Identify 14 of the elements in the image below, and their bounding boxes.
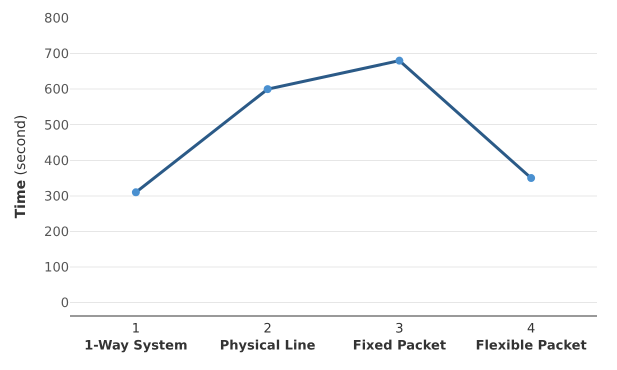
y-axis-title: Time (second) [12, 114, 29, 218]
y-tick-label: 500 [44, 118, 69, 134]
y-tick-label: 700 [44, 47, 69, 62]
x-tick-label: 3 Fixed Packet [352, 322, 446, 354]
y-tick-label: 400 [44, 154, 69, 169]
y-tick-label: 200 [44, 224, 69, 240]
y-tick-label: 0 [60, 296, 69, 312]
y-tick-label: 100 [44, 260, 69, 276]
y-tick-label: 300 [44, 189, 69, 204]
x-tick-label: 4 Flexible Packet [476, 322, 587, 354]
x-tick-label: 1 1-Way System [84, 322, 188, 354]
y-tick-label: 800 [44, 12, 69, 27]
x-tick-label: 2 Physical Line [220, 322, 316, 354]
y-tick-label: 600 [44, 82, 69, 98]
